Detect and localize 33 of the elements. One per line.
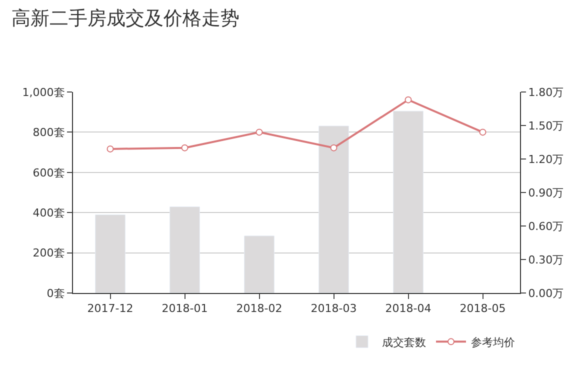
legend-label: 成交套数 [382, 336, 426, 349]
x-tick-label: 2018-01 [162, 302, 208, 316]
x-tick-label: 2018-02 [236, 302, 282, 316]
point [404, 96, 412, 104]
point [181, 144, 188, 152]
y-tick-label: 1,000套 [22, 86, 65, 99]
y-tick-label: 400套 [32, 206, 65, 220]
y2-tick-label: 1.50万 [528, 119, 564, 132]
x-tick-label: 2018-03 [310, 302, 357, 316]
bar [393, 110, 424, 293]
y2-tick-label: 0.60万 [528, 220, 564, 233]
bar [95, 214, 126, 293]
x-tick-label: 2018-05 [460, 302, 506, 316]
y2-tick-label: 0.90万 [528, 186, 564, 200]
bar [244, 236, 274, 293]
chart-title: 高新二手房成交及价格走势 [12, 7, 240, 30]
y2-tick-label: 1.80万 [528, 86, 564, 99]
y2-tick-label: 1.20万 [528, 152, 564, 166]
bar [170, 206, 200, 293]
point [330, 144, 338, 152]
point [479, 128, 486, 136]
point [256, 128, 263, 136]
y-tick-label: 0套 [46, 286, 65, 300]
x-tick-label: 2018-04 [385, 302, 432, 316]
legend-label: 参考均价 [471, 336, 515, 349]
point [106, 145, 114, 152]
y-tick-label: 800套 [32, 126, 65, 140]
y2-tick-label: 0.30万 [528, 253, 564, 266]
x-tick-label: 2017-12 [87, 302, 134, 316]
bar [318, 126, 349, 293]
y-tick-label: 600套 [32, 166, 65, 180]
y-tick-label: 200套 [32, 246, 65, 260]
y2-tick-label: 0.00万 [528, 286, 564, 300]
